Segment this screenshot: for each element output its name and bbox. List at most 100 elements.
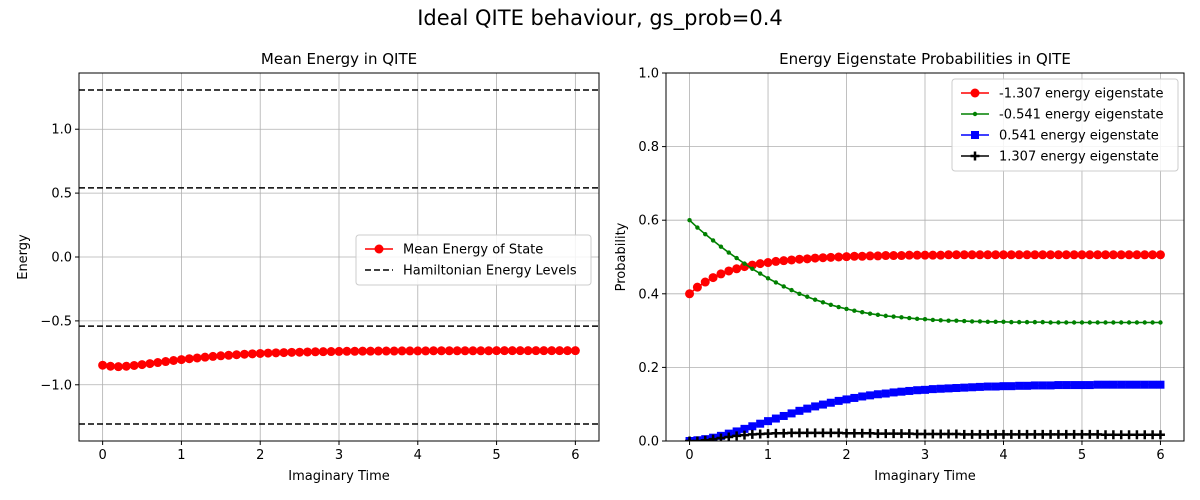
legend-entry: Hamiltonian Energy Levels [365,264,577,279]
data-point [200,352,210,362]
chart-eigenstate-probabilities: Energy Eigenstate Probabilities in QITE 0… [614,50,1185,484]
data-point [826,398,835,407]
legend-label: Mean Energy of State [403,243,543,258]
data-point [515,346,525,356]
data-point [334,346,344,356]
data-point [695,225,700,230]
data-point [763,429,773,439]
data-point [802,254,812,264]
data-point [413,346,423,356]
data-point [468,346,478,356]
data-point [1054,381,1063,390]
data-point [928,250,938,260]
x-tick-label: 2 [842,448,850,463]
data-point [326,347,336,357]
data-point [531,346,541,356]
data-point [1142,320,1147,325]
data-point [739,430,749,440]
data-point [381,346,391,356]
y-tick-label: 0.2 [638,361,659,376]
data-point [1040,319,1045,325]
data-point [484,346,494,356]
data-point [889,388,898,397]
data-point [881,389,890,398]
data-point [184,354,194,364]
y-tick-label: 0.4 [638,287,659,302]
data-point [826,252,836,262]
data-point [1022,250,1032,260]
data-point [818,253,828,263]
legend-label: 1.307 energy eigenstate [999,150,1159,165]
data-point [905,386,914,395]
data-point [208,351,218,361]
data-point [703,231,708,237]
data-point [787,409,796,418]
data-point [747,429,757,439]
data-point [960,383,969,392]
data-point [836,304,841,310]
data-point [1111,320,1116,325]
data-point [732,264,742,274]
data-point [781,284,786,289]
data-point [1023,381,1032,390]
y-tick-label: −0.5 [40,314,72,329]
data-point [946,318,951,323]
data-point [1006,429,1016,439]
plot-area [685,218,1165,441]
data-point [810,253,820,263]
data-point [1001,319,1006,324]
data-point [366,346,376,356]
x-tick-label: 2 [256,448,264,463]
data-point [724,266,734,276]
data-point [983,429,993,439]
data-point [842,395,851,404]
data-point [771,256,781,266]
data-point [1053,429,1063,439]
data-point [795,406,804,415]
data-point [873,390,882,399]
data-point [523,346,533,356]
data-point [1116,430,1126,440]
data-point [904,429,914,439]
data-point [881,429,891,439]
data-point [444,346,454,356]
data-point [271,348,281,358]
data-point [803,404,812,413]
data-point [1148,250,1158,260]
data-point [1064,320,1069,325]
data-point [700,277,710,287]
data-point [350,346,360,356]
data-point [98,360,108,370]
data-point [373,346,383,356]
data-point [1024,319,1030,325]
data-point [967,429,977,439]
data-point [756,419,765,428]
legend-entry: -1.307 energy eigenstate [961,87,1164,102]
y-tick-label: −1.0 [40,378,72,393]
data-point [873,251,883,261]
data-point [993,319,998,324]
legend-label: -0.541 energy eigenstate [999,108,1164,123]
data-point [724,432,734,441]
data-point [740,424,749,433]
data-point [889,429,899,439]
legend-box [951,78,1179,172]
data-point [951,429,961,439]
data-point [936,384,945,393]
data-point [113,362,123,372]
data-point [1048,320,1053,325]
data-point [857,428,867,438]
data-point [1046,429,1056,439]
legend-entry: -0.541 energy eigenstate [961,108,1164,123]
data-point [1093,250,1103,260]
x-axis-label: Imaginary Time [288,469,390,484]
data-point [295,347,305,357]
data-point [920,429,930,439]
data-point [1069,429,1079,439]
data-point [904,250,914,260]
data-point [983,250,993,260]
data-point [708,434,718,441]
data-point [1095,320,1100,325]
data-point [991,250,1001,260]
data-point [797,291,802,296]
